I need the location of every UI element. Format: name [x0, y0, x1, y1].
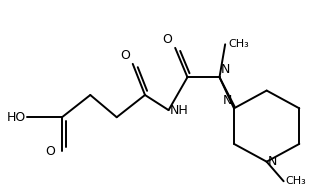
Text: CH₃: CH₃	[228, 39, 249, 49]
Text: O: O	[46, 145, 55, 158]
Text: HO: HO	[7, 111, 26, 124]
Text: CH₃: CH₃	[285, 176, 306, 186]
Text: N: N	[223, 94, 232, 107]
Text: O: O	[162, 33, 172, 46]
Text: N: N	[268, 155, 278, 168]
Text: NH: NH	[170, 104, 189, 117]
Text: O: O	[120, 49, 130, 62]
Text: N: N	[221, 63, 230, 76]
